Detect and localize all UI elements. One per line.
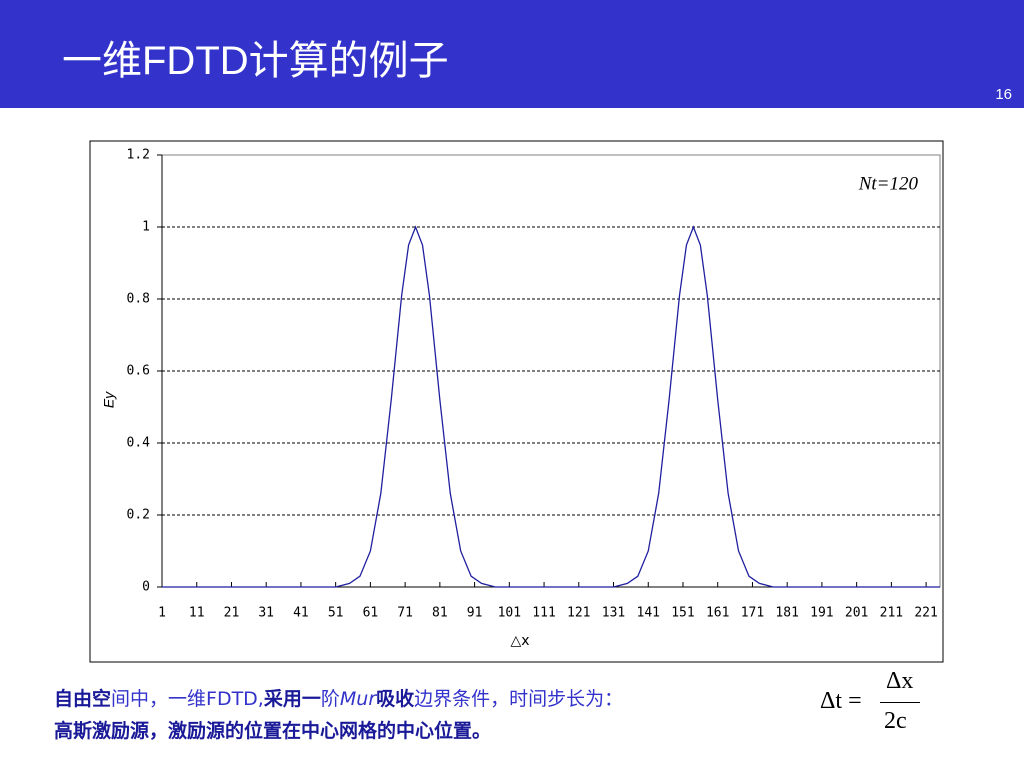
x-tick-label: 111 xyxy=(532,606,555,621)
x-tick-label: 181 xyxy=(775,606,798,621)
caption-line: 自由空间中，一维FDTD,采用一阶Mur吸收边界条件，时间步长为： xyxy=(54,684,623,711)
caption-segment: 采用一 xyxy=(263,688,321,710)
formula-lhs: Δt = xyxy=(820,688,862,714)
caption-line: 高斯激励源，激励源的位置在中心网格的中心位置。 xyxy=(54,716,491,743)
x-tick-label: 1 xyxy=(158,606,166,621)
formula-denominator: 2c xyxy=(884,708,907,734)
caption-segment: Mur xyxy=(339,688,377,710)
x-tick-label: 211 xyxy=(880,606,903,621)
y-tick-label: 0.4 xyxy=(127,436,151,451)
x-tick-label: 21 xyxy=(224,606,240,621)
y-tick-label: 0 xyxy=(142,580,150,595)
y-tick-label: 0.2 xyxy=(127,508,150,523)
annotation: Nt=120 xyxy=(858,173,919,194)
caption-segment: 吸收 xyxy=(376,688,415,710)
x-tick-label: 81 xyxy=(432,606,448,621)
x-tick-label: 201 xyxy=(845,606,868,621)
x-tick-label: 31 xyxy=(258,606,274,621)
caption-segment: 自由空 xyxy=(54,688,112,710)
formula: Δt = Δx 2c xyxy=(820,668,930,748)
y-tick-label: 0.8 xyxy=(127,292,150,307)
header-bar xyxy=(0,0,1024,108)
x-tick-label: 161 xyxy=(706,606,729,621)
x-tick-label: 101 xyxy=(498,606,521,621)
x-tick-label: 91 xyxy=(467,606,483,621)
x-tick-label: 61 xyxy=(363,606,379,621)
caption-segment: 阶 xyxy=(320,688,340,710)
x-tick-label: 121 xyxy=(567,606,590,621)
x-tick-label: 51 xyxy=(328,606,344,621)
caption-segment: 间中，一维FDTD, xyxy=(111,688,264,710)
y-tick-label: 0.6 xyxy=(127,364,150,379)
x-tick-label: 131 xyxy=(602,606,625,621)
x-tick-label: 171 xyxy=(741,606,764,621)
formula-numerator: Δx xyxy=(886,668,914,694)
slide-title: 一维FDTD计算的例子 xyxy=(62,39,449,83)
x-tick-label: 141 xyxy=(637,606,660,621)
x-tick-label: 151 xyxy=(671,606,694,621)
chart-frame xyxy=(89,140,944,663)
x-tick-label: 191 xyxy=(810,606,833,621)
x-axis-label: △x xyxy=(510,633,529,649)
data-line xyxy=(162,225,940,588)
x-tick-label: 221 xyxy=(914,606,937,621)
x-tick-label: 11 xyxy=(189,606,205,621)
caption-segment: 边界条件，时间步长为： xyxy=(414,688,624,710)
y-tick-label: 1 xyxy=(142,220,150,235)
y-axis-label: Ey xyxy=(101,391,117,408)
caption-segment: 高斯激励源，激励源的位置在中心网格的中心位置。 xyxy=(54,720,492,742)
page-number: 16 xyxy=(995,86,1012,103)
x-tick-label: 41 xyxy=(293,606,309,621)
x-tick-label: 71 xyxy=(397,606,413,621)
fraction-bar xyxy=(880,702,920,703)
y-tick-label: 1.2 xyxy=(127,148,150,163)
